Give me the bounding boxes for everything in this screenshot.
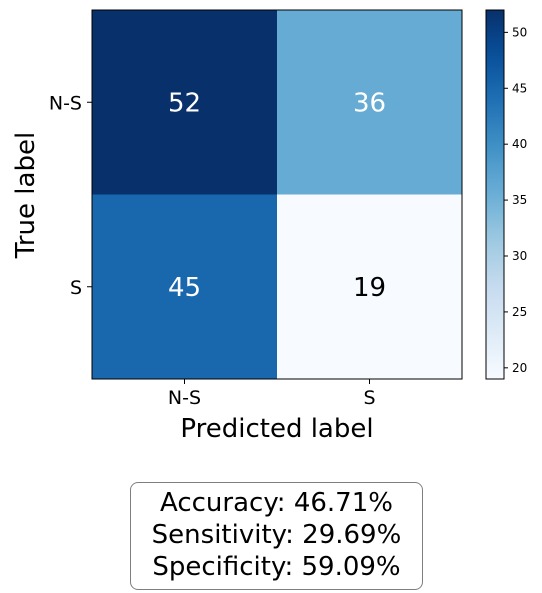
specificity-text: Specificity: 59.09% — [152, 552, 401, 582]
matrix-cell-labels: 52 36 45 19 — [168, 88, 386, 303]
y-tick-label: N-S — [49, 92, 82, 114]
y-axis-ticks: N-S S — [49, 92, 92, 299]
y-tick-label: S — [70, 277, 82, 299]
cell-value-label: 19 — [353, 273, 386, 303]
colorbar-tick-label: 25 — [512, 305, 527, 319]
matrix-cell — [92, 194, 277, 379]
matrix-cell — [92, 10, 277, 195]
x-tick-label: S — [363, 387, 375, 409]
confusion-matrix-chart: 52 36 45 19 N-S S N-S S Predicted label True … — [11, 9, 527, 444]
colorbar-tick-label: 50 — [512, 25, 527, 39]
colorbar-tick-label: 45 — [512, 81, 527, 95]
y-axis-label: True label — [11, 132, 41, 259]
matrix-cells — [92, 10, 462, 379]
colorbar — [485, 9, 505, 380]
accuracy-text: Accuracy: 46.71% — [160, 488, 393, 518]
matrix-cell — [277, 10, 462, 195]
cell-value-label: 45 — [168, 273, 201, 303]
x-axis-ticks: N-S S — [168, 379, 376, 409]
matrix-cell — [277, 194, 462, 379]
cell-value-label: 52 — [168, 88, 201, 118]
x-tick-label: N-S — [168, 387, 201, 409]
matrix-frame — [91, 9, 463, 380]
colorbar-tick-label: 35 — [512, 193, 527, 207]
sensitivity-text: Sensitivity: 29.69% — [151, 520, 402, 550]
metrics-box: Accuracy: 46.71% Sensitivity: 29.69% Spe… — [130, 482, 423, 590]
colorbar-ticks: 20 25 30 35 40 45 50 — [504, 25, 527, 375]
colorbar-tick-label: 30 — [512, 249, 527, 263]
colorbar-tick-label: 20 — [512, 361, 527, 375]
colorbar-tick-label: 40 — [512, 137, 527, 151]
x-axis-label: Predicted label — [180, 414, 373, 444]
cell-value-label: 36 — [353, 88, 386, 118]
